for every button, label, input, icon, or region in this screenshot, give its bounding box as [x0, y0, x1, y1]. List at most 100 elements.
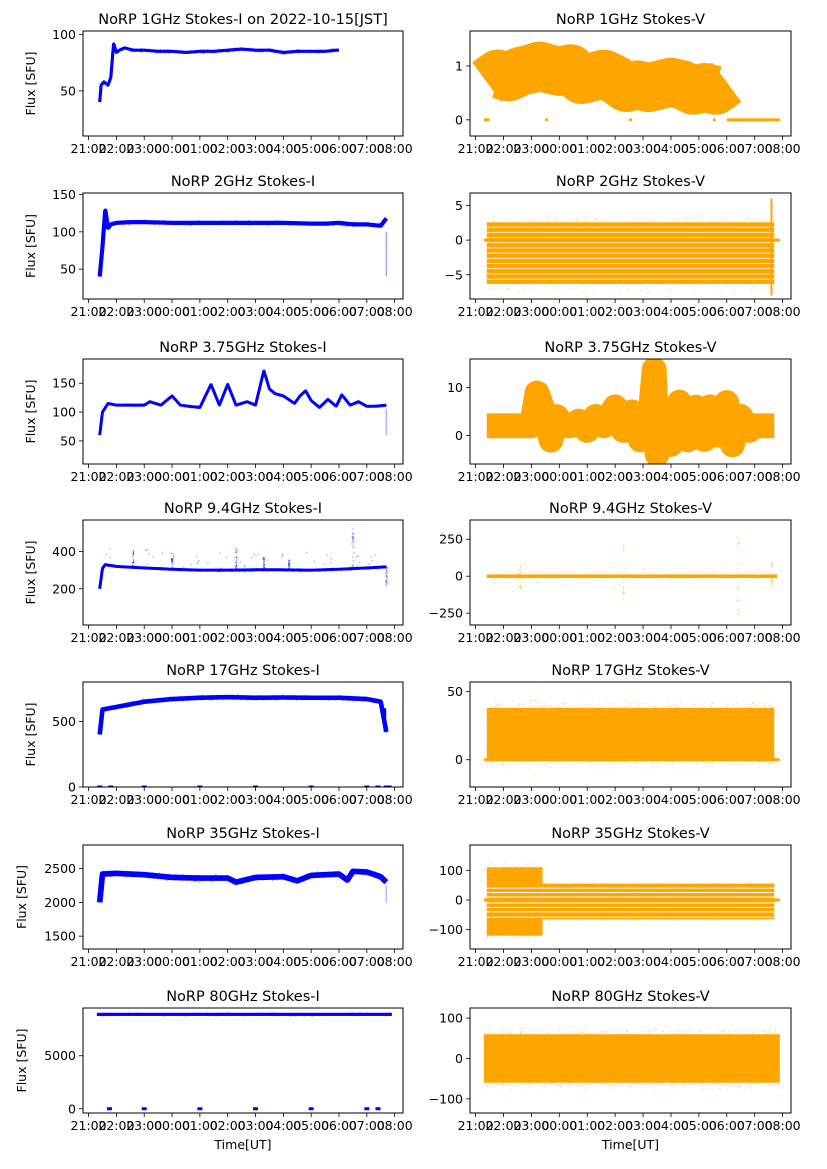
data-point: [763, 431, 765, 433]
data-point: [225, 222, 227, 224]
data-point: [523, 419, 525, 421]
data-point: [204, 222, 206, 224]
data-point: [203, 398, 205, 401]
data-point: [510, 425, 513, 428]
data-point: [684, 712, 686, 715]
data-point: [750, 703, 752, 705]
data-point: [117, 706, 119, 709]
data-point: [191, 222, 194, 224]
spike-point: [196, 562, 198, 565]
data-point: [344, 223, 346, 226]
data-point: [168, 49, 170, 51]
data-point: [382, 565, 384, 567]
data-point: [158, 698, 161, 700]
data-point: [515, 66, 517, 69]
data-point: [612, 96, 614, 98]
spike-point: [770, 576, 773, 578]
data-point: [318, 49, 320, 52]
x-tick-label: 01:00: [569, 469, 605, 484]
x-tick-label: 00:00: [154, 792, 190, 807]
data-point: [748, 428, 750, 430]
data-point: [243, 569, 245, 571]
data-point: [187, 52, 189, 54]
data-point: [356, 402, 358, 404]
data-point: [652, 705, 654, 707]
data-point: [533, 706, 536, 709]
spike-point: [385, 566, 387, 569]
data-point: [354, 225, 357, 227]
spike-point: [725, 567, 727, 569]
data-point: [697, 82, 699, 84]
data-point: [136, 405, 138, 407]
data-point: [545, 708, 548, 710]
x-tick-label: 21:00: [71, 469, 107, 484]
data-point: [254, 698, 257, 700]
data-point: [722, 417, 725, 419]
data-point: [164, 223, 166, 226]
data-point: [223, 699, 225, 701]
data-point: [268, 224, 270, 227]
data-point: [513, 425, 516, 427]
data-point: [709, 408, 712, 410]
data-point: [612, 708, 614, 710]
data-point: [289, 399, 291, 401]
data-point: [498, 60, 500, 62]
data-point: [171, 51, 173, 53]
data-point: [267, 699, 269, 701]
data-point: [349, 223, 352, 225]
data-point: [361, 566, 363, 569]
data-point: [367, 568, 369, 571]
data-point: [581, 222, 584, 224]
data-point: [644, 98, 647, 101]
data-point: [329, 50, 331, 52]
data-point: [716, 96, 718, 98]
data-point: [265, 378, 267, 380]
data-point: [332, 48, 335, 50]
data-point: [256, 399, 258, 401]
data-point: [639, 95, 642, 98]
data-point: [707, 78, 710, 80]
panel-title: NoRP 2GHz Stokes-I: [171, 174, 315, 190]
data-point: [170, 397, 173, 399]
data-point: [189, 569, 191, 571]
data-point: [514, 424, 517, 426]
data-point: [618, 81, 620, 83]
data-point: [267, 223, 270, 225]
data-point: [110, 708, 113, 710]
y-tick-label: 150: [52, 376, 76, 391]
x-tick-label: 21:00: [71, 304, 107, 319]
data-point: [142, 405, 144, 407]
spike-point: [682, 574, 684, 576]
data-point: [575, 755, 577, 757]
data-point: [622, 83, 624, 86]
data-point: [763, 705, 766, 707]
data-point: [491, 287, 493, 290]
data-point: [128, 566, 130, 568]
zero-segment: [483, 118, 490, 122]
data-point: [121, 706, 123, 708]
data-point: [645, 429, 647, 431]
data-point: [770, 750, 772, 752]
data-point: [505, 74, 507, 76]
data-point: [565, 81, 567, 84]
data-point: [181, 569, 183, 571]
data-point: [508, 75, 510, 77]
data-point: [137, 404, 140, 407]
data-point: [218, 569, 220, 571]
data-point: [553, 82, 556, 84]
data-point: [291, 49, 293, 52]
data-point: [587, 420, 589, 422]
data-point: [328, 399, 330, 401]
data-point: [633, 66, 635, 69]
data-point: [635, 81, 638, 83]
data-point: [287, 397, 289, 399]
data-point: [334, 49, 337, 51]
data-point: [772, 424, 774, 426]
data-point: [261, 49, 263, 52]
data-point: [500, 86, 502, 88]
data-point: [717, 286, 719, 288]
data-point: [233, 697, 235, 699]
data-point: [190, 407, 192, 409]
data-point: [745, 218, 748, 220]
spike-point: [197, 561, 199, 563]
